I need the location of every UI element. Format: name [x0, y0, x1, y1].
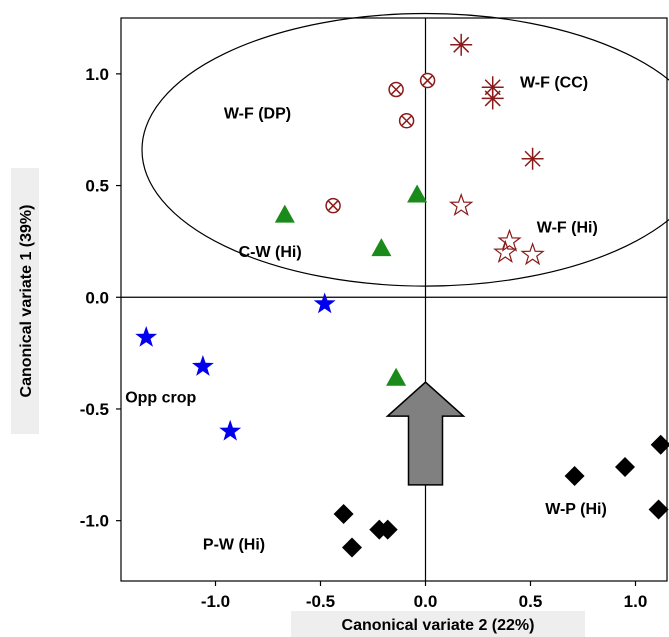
point-asterisk [521, 147, 544, 170]
point-star [313, 292, 336, 314]
y-axis-title-background [11, 168, 39, 434]
y-tick-label: 0.5 [85, 177, 109, 196]
tick-layer: -1.0 -0.5 0.0 0.5 1.0 -1.0 -0.5 0.0 0.5 1.0 [80, 65, 648, 611]
point-triangle [407, 184, 428, 203]
point-asterisk [481, 87, 504, 110]
point-open-star [497, 228, 522, 252]
point-open-star [493, 239, 518, 263]
point-asterisk-stroke [484, 79, 501, 96]
x-tick-label: -1.0 [201, 592, 230, 611]
point-star [191, 355, 214, 376]
group-ellipse [141, 12, 669, 287]
point-triangle [386, 367, 407, 386]
direction-arrow [385, 381, 466, 486]
point-circle-x-stroke [422, 75, 433, 86]
point-open-star [449, 192, 474, 217]
point-asterisk [450, 33, 473, 56]
y-tick-label: 1.0 [85, 65, 109, 84]
point-diamond [342, 537, 362, 558]
point-circle-x-stroke [391, 84, 402, 95]
group-label: W-F (CC) [520, 74, 588, 91]
point-diamond [615, 457, 635, 478]
y-axis-title-group: Canonical variate 1 (39%) [11, 168, 39, 434]
x-tick-label: 0.5 [519, 592, 543, 611]
points-layer [135, 33, 669, 558]
point-asterisk-stroke [524, 150, 541, 167]
point-diamond [648, 499, 669, 520]
group-label: W-F (Hi) [537, 219, 598, 236]
point-diamond [650, 434, 669, 455]
y-tick-label: -1.0 [80, 512, 109, 531]
y-tick-label: 0.0 [85, 288, 109, 307]
point-diamond [333, 503, 354, 524]
x-axis-title: Canonical variate 2 (22%) [342, 617, 535, 634]
point-circle-x-stroke [401, 115, 412, 126]
point-open-star [520, 241, 545, 266]
point-circle-x [388, 81, 404, 98]
group-label: C-W (Hi) [239, 244, 302, 261]
x-tick-label: -0.5 [306, 592, 335, 611]
x-tick-label: 1.0 [624, 592, 648, 611]
point-star [219, 419, 242, 441]
reference-lines [121, 18, 667, 581]
point-circle-x [325, 197, 341, 214]
point-triangle [371, 238, 392, 257]
point-star [135, 325, 158, 347]
group-label: Opp crop [125, 389, 196, 406]
point-circle-x [419, 72, 436, 89]
group-label: W-P (Hi) [545, 501, 607, 518]
y-tick-label: -0.5 [80, 400, 109, 419]
point-asterisk-stroke [484, 90, 501, 107]
point-circle-x-stroke [328, 200, 339, 211]
ellipse-layer [141, 12, 669, 287]
point-diamond [564, 465, 585, 486]
x-axis-title-group: Canonical variate 2 (22%) [291, 611, 585, 637]
plot-frame [120, 17, 668, 582]
point-diamond [377, 519, 398, 540]
group-label: P-W (Hi) [203, 537, 265, 554]
point-triangle [274, 204, 295, 223]
y-axis-title: Canonical variate 1 (39%) [18, 205, 35, 398]
arrow-layer [385, 381, 466, 486]
point-asterisk-stroke [453, 36, 470, 53]
x-axis-title-background [291, 611, 585, 637]
annotation-layer: W-F (DP) W-F (CC) W-F (Hi) C-W (Hi) Opp crop… [125, 74, 607, 553]
x-tick-label: 0.0 [414, 592, 438, 611]
group-label: W-F (DP) [224, 106, 291, 123]
point-circle-x [398, 113, 415, 129]
